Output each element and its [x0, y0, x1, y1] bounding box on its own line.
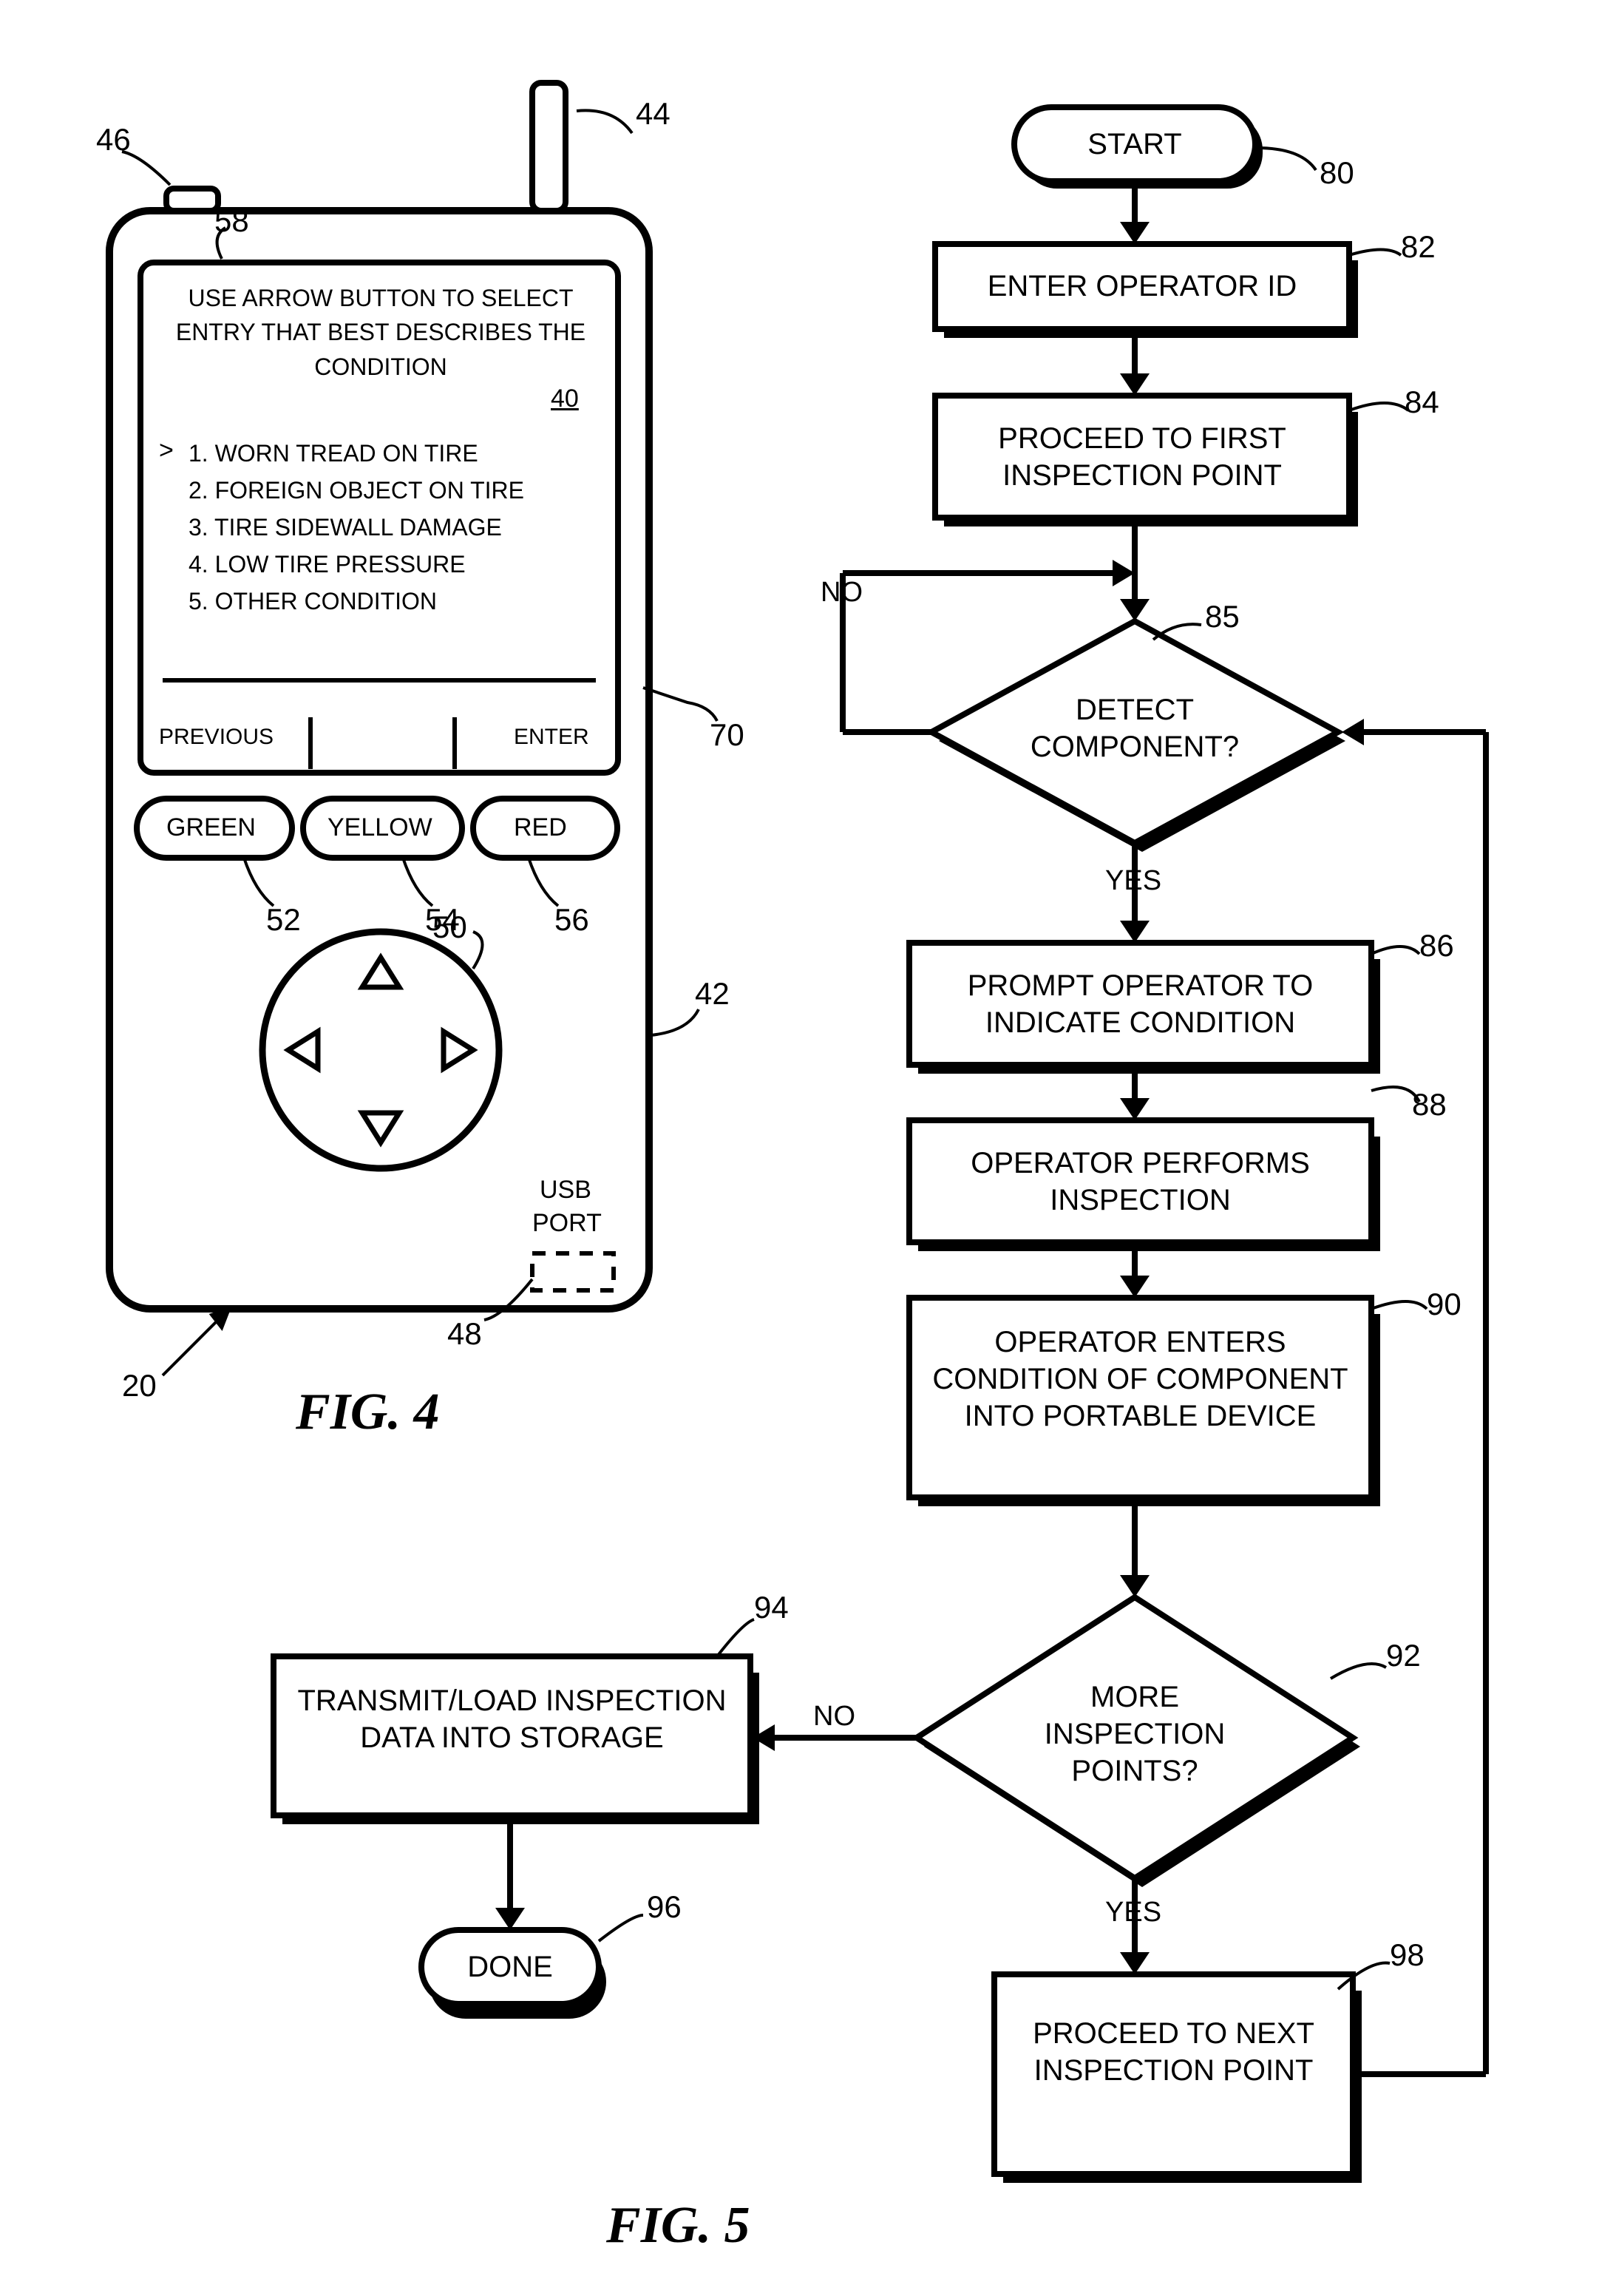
ref-52: 52 — [266, 902, 301, 938]
menu-selector: > — [159, 436, 174, 465]
ref-85: 85 — [1205, 599, 1240, 634]
ref-80: 80 — [1320, 155, 1354, 191]
ref-20: 20 — [122, 1368, 157, 1403]
start-text: START — [1014, 126, 1255, 163]
ref-94: 94 — [754, 1590, 789, 1625]
ref-44: 44 — [636, 96, 670, 132]
ref-88: 88 — [1412, 1087, 1447, 1122]
node98-text: PROCEED TO NEXT INSPECTION POINT — [994, 2015, 1353, 2089]
menu-item-1[interactable]: 1. WORN TREAD ON TIRE — [189, 436, 478, 470]
green-label[interactable]: GREEN — [166, 813, 256, 842]
usb-label-2: PORT — [532, 1209, 602, 1238]
node86-text: PROMPT OPERATOR TO INDICATE CONDITION — [909, 967, 1371, 1041]
no-92: NO — [813, 1701, 855, 1733]
softkey-previous[interactable]: PREVIOUS — [159, 725, 274, 750]
yes-92: YES — [1105, 1897, 1161, 1928]
ref-50: 50 — [432, 910, 467, 945]
softkey-enter[interactable]: ENTER — [514, 725, 589, 750]
screen-header: USE ARROW BUTTON TO SELECT ENTRY THAT BE… — [155, 281, 606, 384]
menu-item-5[interactable]: 5. OTHER CONDITION — [189, 584, 437, 618]
node94-text: TRANSMIT/LOAD INSPECTION DATA INTO STORA… — [274, 1682, 750, 1756]
node85-text: DETECT COMPONENT? — [1013, 691, 1257, 765]
node84-text: PROCEED TO FIRST INSPECTION POINT — [935, 420, 1349, 494]
yellow-label[interactable]: YELLOW — [327, 813, 432, 842]
node82-text: ENTER OPERATOR ID — [935, 268, 1349, 305]
fig4-label: FIG. 4 — [296, 1383, 439, 1442]
ref-46: 46 — [96, 122, 131, 158]
ref-84: 84 — [1405, 385, 1439, 420]
ref-48: 48 — [447, 1316, 482, 1352]
ref-82: 82 — [1401, 229, 1436, 265]
ref-96: 96 — [647, 1889, 682, 1925]
canvas: FIG. 4 FIG. 5 USE ARROW BUTTON TO SELECT… — [0, 0, 1616, 2296]
node88-text: OPERATOR PERFORMS INSPECTION — [909, 1145, 1371, 1219]
yes-85: YES — [1105, 865, 1161, 897]
ref-56: 56 — [554, 902, 589, 938]
no-85: NO — [821, 577, 863, 609]
screen-ref-40: 40 — [551, 385, 579, 413]
antenna — [532, 83, 566, 211]
ref-98: 98 — [1390, 1937, 1425, 1973]
ref-58: 58 — [214, 203, 249, 239]
red-label[interactable]: RED — [514, 813, 567, 842]
node96-text: DONE — [421, 1948, 599, 1985]
top-button — [166, 189, 218, 211]
ref-92: 92 — [1386, 1638, 1421, 1673]
menu-item-2[interactable]: 2. FOREIGN OBJECT ON TIRE — [189, 473, 524, 507]
usb-label-1: USB — [540, 1176, 591, 1205]
menu-item-4[interactable]: 4. LOW TIRE PRESSURE — [189, 547, 466, 581]
fig5-label: FIG. 5 — [606, 2196, 750, 2255]
ref-86: 86 — [1419, 928, 1454, 964]
menu-item-3[interactable]: 3. TIRE SIDEWALL DAMAGE — [189, 510, 502, 544]
ref-90: 90 — [1427, 1287, 1461, 1322]
node92-text: MORE INSPECTION POINTS? — [1013, 1679, 1257, 1789]
dpad — [262, 932, 499, 1168]
ref-70: 70 — [710, 717, 744, 753]
node90-text: OPERATOR ENTERS CONDITION OF COMPONENT I… — [909, 1324, 1371, 1435]
ref-42: 42 — [695, 976, 730, 1012]
